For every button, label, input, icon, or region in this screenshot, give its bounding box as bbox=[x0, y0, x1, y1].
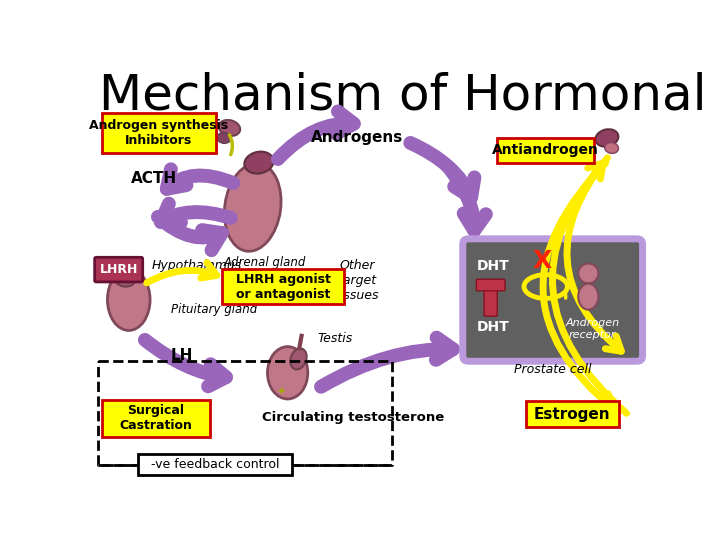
FancyArrowPatch shape bbox=[147, 262, 217, 283]
Text: Estrogen: Estrogen bbox=[534, 407, 611, 422]
Text: LHRH: LHRH bbox=[99, 263, 138, 276]
Text: Hypothalamus: Hypothalamus bbox=[152, 259, 242, 272]
Ellipse shape bbox=[267, 347, 307, 399]
Ellipse shape bbox=[225, 163, 281, 251]
FancyBboxPatch shape bbox=[484, 280, 498, 316]
Text: Prostate cell: Prostate cell bbox=[514, 363, 591, 376]
FancyBboxPatch shape bbox=[138, 454, 292, 475]
FancyArrowPatch shape bbox=[552, 163, 626, 413]
FancyBboxPatch shape bbox=[526, 401, 618, 428]
Ellipse shape bbox=[219, 120, 240, 136]
Ellipse shape bbox=[578, 284, 598, 309]
FancyArrowPatch shape bbox=[449, 167, 486, 231]
Text: Adrenal gland: Adrenal gland bbox=[223, 256, 305, 269]
FancyArrowPatch shape bbox=[145, 340, 226, 386]
FancyBboxPatch shape bbox=[463, 239, 642, 361]
FancyBboxPatch shape bbox=[102, 112, 216, 153]
Text: Circulating testosterone: Circulating testosterone bbox=[262, 411, 445, 424]
Ellipse shape bbox=[290, 348, 307, 369]
Ellipse shape bbox=[244, 152, 274, 173]
Text: ✦: ✦ bbox=[276, 387, 286, 397]
Text: -ve feedback control: -ve feedback control bbox=[150, 458, 279, 471]
Text: Pituitary gland: Pituitary gland bbox=[171, 303, 258, 316]
Ellipse shape bbox=[605, 143, 618, 153]
Circle shape bbox=[578, 264, 598, 284]
FancyArrowPatch shape bbox=[158, 217, 222, 250]
Text: DHT: DHT bbox=[477, 320, 509, 334]
FancyArrowPatch shape bbox=[167, 169, 233, 189]
Text: Surgical
Castration: Surgical Castration bbox=[120, 404, 192, 432]
FancyArrowPatch shape bbox=[161, 204, 230, 222]
Text: Mechanism of Hormonal Therapy: Mechanism of Hormonal Therapy bbox=[99, 72, 720, 119]
FancyArrowPatch shape bbox=[278, 111, 354, 159]
FancyBboxPatch shape bbox=[94, 257, 143, 282]
FancyBboxPatch shape bbox=[497, 138, 594, 163]
Text: LH: LH bbox=[170, 348, 193, 362]
Text: DHT: DHT bbox=[477, 259, 509, 273]
Ellipse shape bbox=[107, 269, 150, 330]
FancyArrowPatch shape bbox=[543, 163, 613, 409]
Text: Antiandrogen: Antiandrogen bbox=[492, 143, 599, 157]
Ellipse shape bbox=[217, 132, 231, 143]
Text: LHRH agonist
or antagonist: LHRH agonist or antagonist bbox=[235, 273, 330, 301]
Text: Androgens: Androgens bbox=[311, 131, 403, 145]
FancyBboxPatch shape bbox=[102, 400, 210, 437]
Text: ACTH: ACTH bbox=[130, 171, 176, 186]
Text: Androgen synthesis
Inhibitors: Androgen synthesis Inhibitors bbox=[89, 119, 228, 146]
FancyArrowPatch shape bbox=[321, 338, 453, 387]
Text: Testis: Testis bbox=[317, 332, 352, 345]
Ellipse shape bbox=[114, 269, 135, 287]
Text: Other
target
tissues: Other target tissues bbox=[336, 259, 379, 302]
FancyBboxPatch shape bbox=[477, 279, 505, 291]
FancyArrowPatch shape bbox=[567, 158, 621, 352]
Text: Androgen
receptor: Androgen receptor bbox=[565, 318, 619, 340]
FancyBboxPatch shape bbox=[222, 269, 344, 304]
FancyArrowPatch shape bbox=[410, 143, 474, 197]
Ellipse shape bbox=[595, 129, 618, 147]
Text: X: X bbox=[532, 249, 552, 273]
